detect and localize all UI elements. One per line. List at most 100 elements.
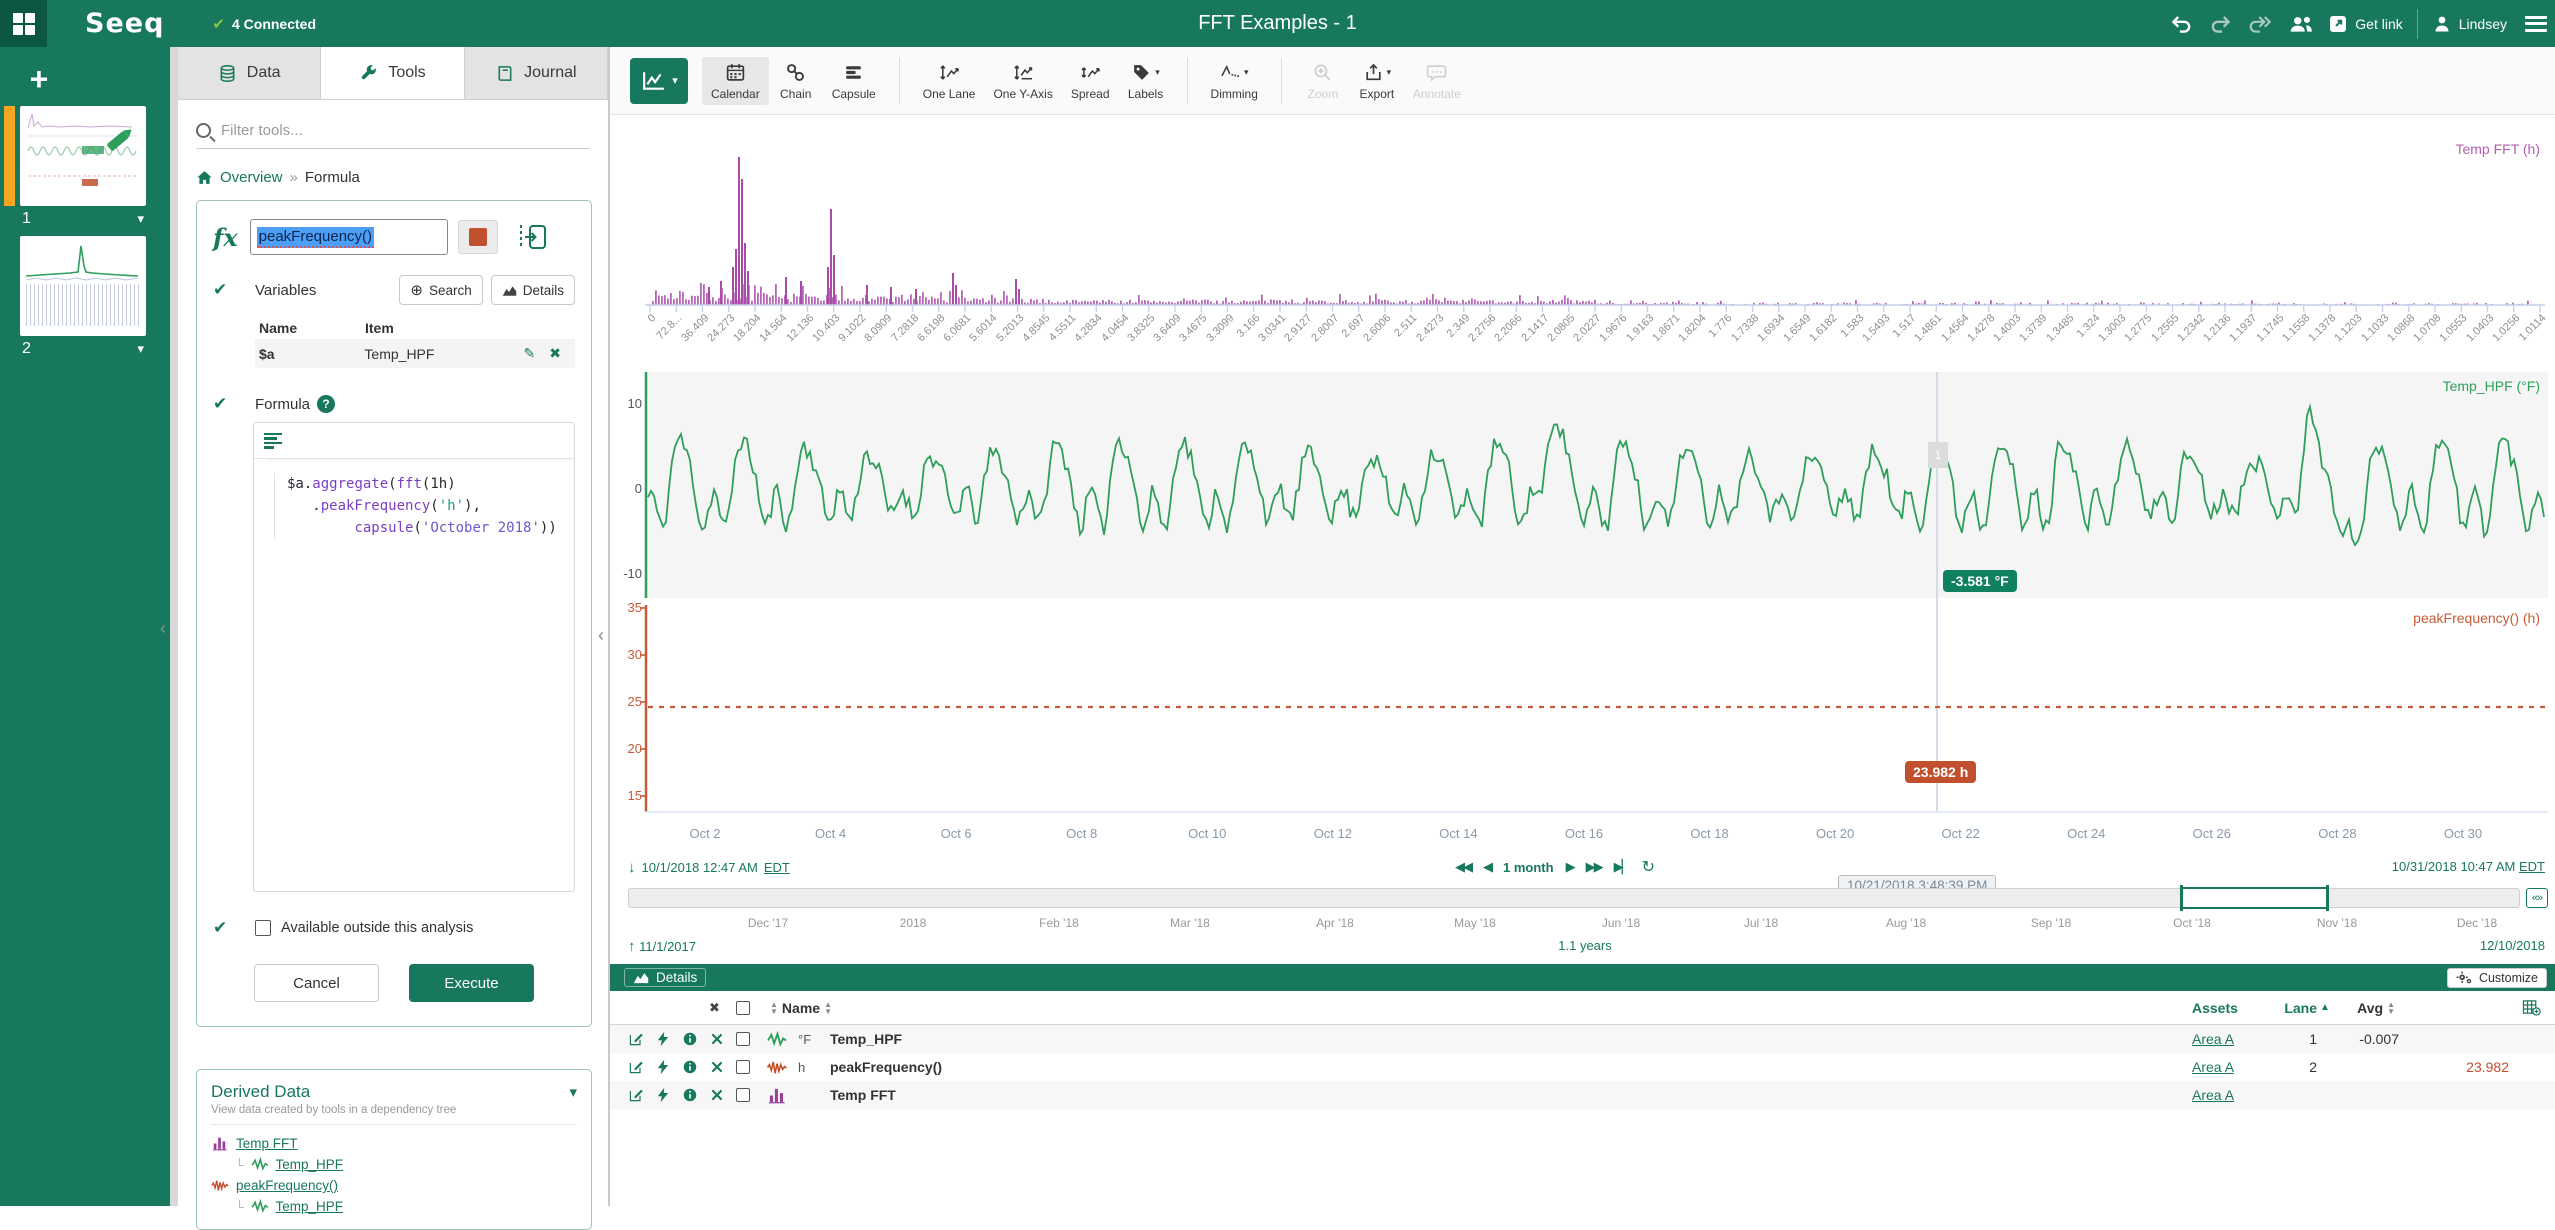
remove-all-icon[interactable]: ✖ — [709, 1000, 736, 1016]
row-checkbox[interactable] — [736, 1060, 750, 1074]
chevron-down-icon[interactable]: ▾ — [137, 211, 144, 227]
breadcrumb-overview[interactable]: Overview — [220, 169, 283, 186]
item-name[interactable]: peakFrequency() — [830, 1059, 2192, 1075]
range-start[interactable]: ↓ 10/1/2018 12:47 AMEDT — [628, 859, 790, 876]
assets-column-header[interactable]: Assets — [2192, 1000, 2267, 1016]
lane-column-header[interactable]: Lane — [2267, 1000, 2317, 1016]
asset-link[interactable]: Area A — [2192, 1031, 2234, 1047]
details-button[interactable]: Details — [491, 275, 575, 305]
one-y-axis-button[interactable]: One Y-Axis — [984, 57, 1061, 105]
asset-link[interactable]: Area A — [2192, 1087, 2234, 1103]
asset-link[interactable]: Area A — [2192, 1059, 2234, 1075]
worksheet-2-thumbnail[interactable] — [20, 236, 146, 336]
investigate-end[interactable]: 12/10/2018 — [2480, 938, 2545, 953]
apps-grid-button[interactable] — [0, 0, 47, 47]
formula-list-icon[interactable] — [264, 433, 282, 449]
trend-chart-area[interactable]: Temp FFT (h) Temp_HPF (°F) peakFrequency… — [610, 115, 2555, 855]
quick-trend-icon[interactable] — [655, 1031, 671, 1047]
tab-journal[interactable]: Journal — [465, 47, 608, 99]
search-button[interactable]: ⊕ Search — [399, 275, 482, 305]
remove-variable-icon[interactable]: ✖ — [549, 345, 561, 362]
info-icon[interactable] — [682, 1031, 698, 1047]
collapse-tools-handle[interactable]: ‹ — [598, 625, 604, 646]
table-row[interactable]: Temp FFTArea A — [610, 1081, 2555, 1109]
redo-icon[interactable] — [2208, 13, 2234, 35]
redo-all-icon[interactable] — [2248, 13, 2274, 35]
remove-item-icon[interactable] — [709, 1059, 725, 1075]
derived-item-link[interactable]: Temp FFT — [236, 1136, 298, 1151]
table-row[interactable]: hpeakFrequency()Area A223.982 — [610, 1053, 2555, 1081]
collapse-rail-handle[interactable]: ‹ — [160, 618, 166, 639]
edit-variable-icon[interactable]: ✎ — [524, 345, 536, 362]
timeline-scrubber[interactable] — [628, 888, 2520, 908]
chain-button[interactable]: Chain — [769, 57, 823, 105]
move-to-panel-icon[interactable] — [518, 223, 548, 251]
labels-button[interactable]: ▾Labels — [1119, 57, 1173, 105]
worksheet-1-thumbnail[interactable] — [20, 106, 146, 206]
quick-trend-icon[interactable] — [655, 1059, 671, 1075]
customize-button[interactable]: Customize — [2447, 968, 2547, 988]
row-checkbox[interactable] — [736, 1032, 750, 1046]
calendar-button[interactable]: Calendar — [702, 57, 769, 105]
capsule-button[interactable]: Capsule — [823, 57, 885, 105]
refresh-icon[interactable]: ↻ — [1642, 857, 1655, 877]
add-column-icon[interactable] — [2522, 999, 2541, 1016]
step-back-icon[interactable]: ◀ — [1483, 859, 1491, 875]
worksheet-1[interactable]: 1 ▾ — [20, 106, 146, 228]
tab-tools[interactable]: Tools — [321, 47, 464, 99]
derived-item-link[interactable]: Temp_HPF — [276, 1157, 344, 1172]
select-all-checkbox[interactable] — [736, 1001, 750, 1015]
worksheet-2[interactable]: 2 ▾ — [20, 236, 146, 358]
quick-trend-icon[interactable] — [655, 1087, 671, 1103]
view-mode-button[interactable]: ▾ — [630, 58, 688, 104]
dimming-button[interactable]: ▾Dimming — [1202, 57, 1267, 105]
remove-item-icon[interactable] — [709, 1087, 725, 1103]
help-icon[interactable]: ? — [317, 395, 335, 413]
chevron-down-icon[interactable]: ▾ — [137, 341, 144, 357]
step-forward-icon[interactable]: ▶ — [1566, 859, 1574, 875]
spread-button[interactable]: Spread — [1062, 57, 1119, 105]
users-icon[interactable] — [2288, 13, 2314, 35]
filter-tools-input[interactable]: Filter tools... — [196, 122, 590, 149]
table-row[interactable]: °FTemp_HPFArea A1-0.007 — [610, 1025, 2555, 1053]
export-button[interactable]: ▾Export — [1350, 57, 1404, 105]
step-forward-all-icon[interactable]: ▶▶ — [1586, 859, 1602, 875]
details-tab[interactable]: Details — [624, 968, 706, 987]
step-back-all-icon[interactable]: ◀◀ — [1455, 859, 1471, 875]
derived-item-link[interactable]: peakFrequency() — [236, 1178, 338, 1193]
tab-data[interactable]: Data — [178, 47, 321, 99]
cancel-button[interactable]: Cancel — [254, 964, 379, 1002]
row-checkbox[interactable] — [736, 1088, 750, 1102]
investigate-start[interactable]: ↑ 11/1/2017 — [628, 938, 696, 955]
edit-item-icon[interactable] — [628, 1031, 644, 1047]
remove-item-icon[interactable] — [709, 1031, 725, 1047]
execute-button[interactable]: Execute — [409, 964, 534, 1002]
name-column-header[interactable]: Name ▲▼ — [782, 1000, 2192, 1016]
sort-icon[interactable]: ▲▼ — [766, 1001, 782, 1015]
add-worksheet-button[interactable]: + — [24, 61, 54, 98]
item-name[interactable]: Temp FFT — [830, 1087, 2192, 1103]
formula-name-input[interactable]: peakFrequency() — [250, 219, 448, 255]
avg-column-header[interactable]: Avg ▲▼ — [2335, 1000, 2399, 1016]
formula-code[interactable]: $a.aggregate(fft(1h) .peakFrequency('h')… — [274, 473, 574, 539]
one-lane-button[interactable]: One Lane — [914, 57, 985, 105]
range-end[interactable]: 10/31/2018 10:47 AM EDT — [2392, 859, 2545, 874]
user-menu[interactable]: Lindsey — [2432, 14, 2507, 34]
get-link-button[interactable]: Get link — [2328, 14, 2402, 34]
sort-asc-icon[interactable]: ▲ — [2317, 1002, 2335, 1013]
connection-status[interactable]: ✔ 4 Connected — [212, 15, 316, 33]
home-icon[interactable] — [196, 169, 213, 186]
available-checkbox[interactable] — [255, 920, 271, 936]
range-duration[interactable]: 1 month — [1503, 860, 1554, 875]
hamburger-menu-icon[interactable] — [2525, 16, 2547, 32]
info-icon[interactable] — [682, 1059, 698, 1075]
step-to-end-icon[interactable]: ▶▏ — [1614, 859, 1630, 875]
item-name[interactable]: Temp_HPF — [830, 1031, 2192, 1047]
info-icon[interactable] — [682, 1087, 698, 1103]
color-picker-button[interactable] — [458, 220, 498, 254]
timeline-expand-icon[interactable]: «» — [2526, 888, 2548, 908]
undo-icon[interactable] — [2168, 13, 2194, 35]
edit-item-icon[interactable] — [628, 1087, 644, 1103]
chevron-down-icon[interactable]: ▾ — [569, 1083, 577, 1101]
formula-editor[interactable]: $a.aggregate(fft(1h) .peakFrequency('h')… — [253, 422, 575, 892]
